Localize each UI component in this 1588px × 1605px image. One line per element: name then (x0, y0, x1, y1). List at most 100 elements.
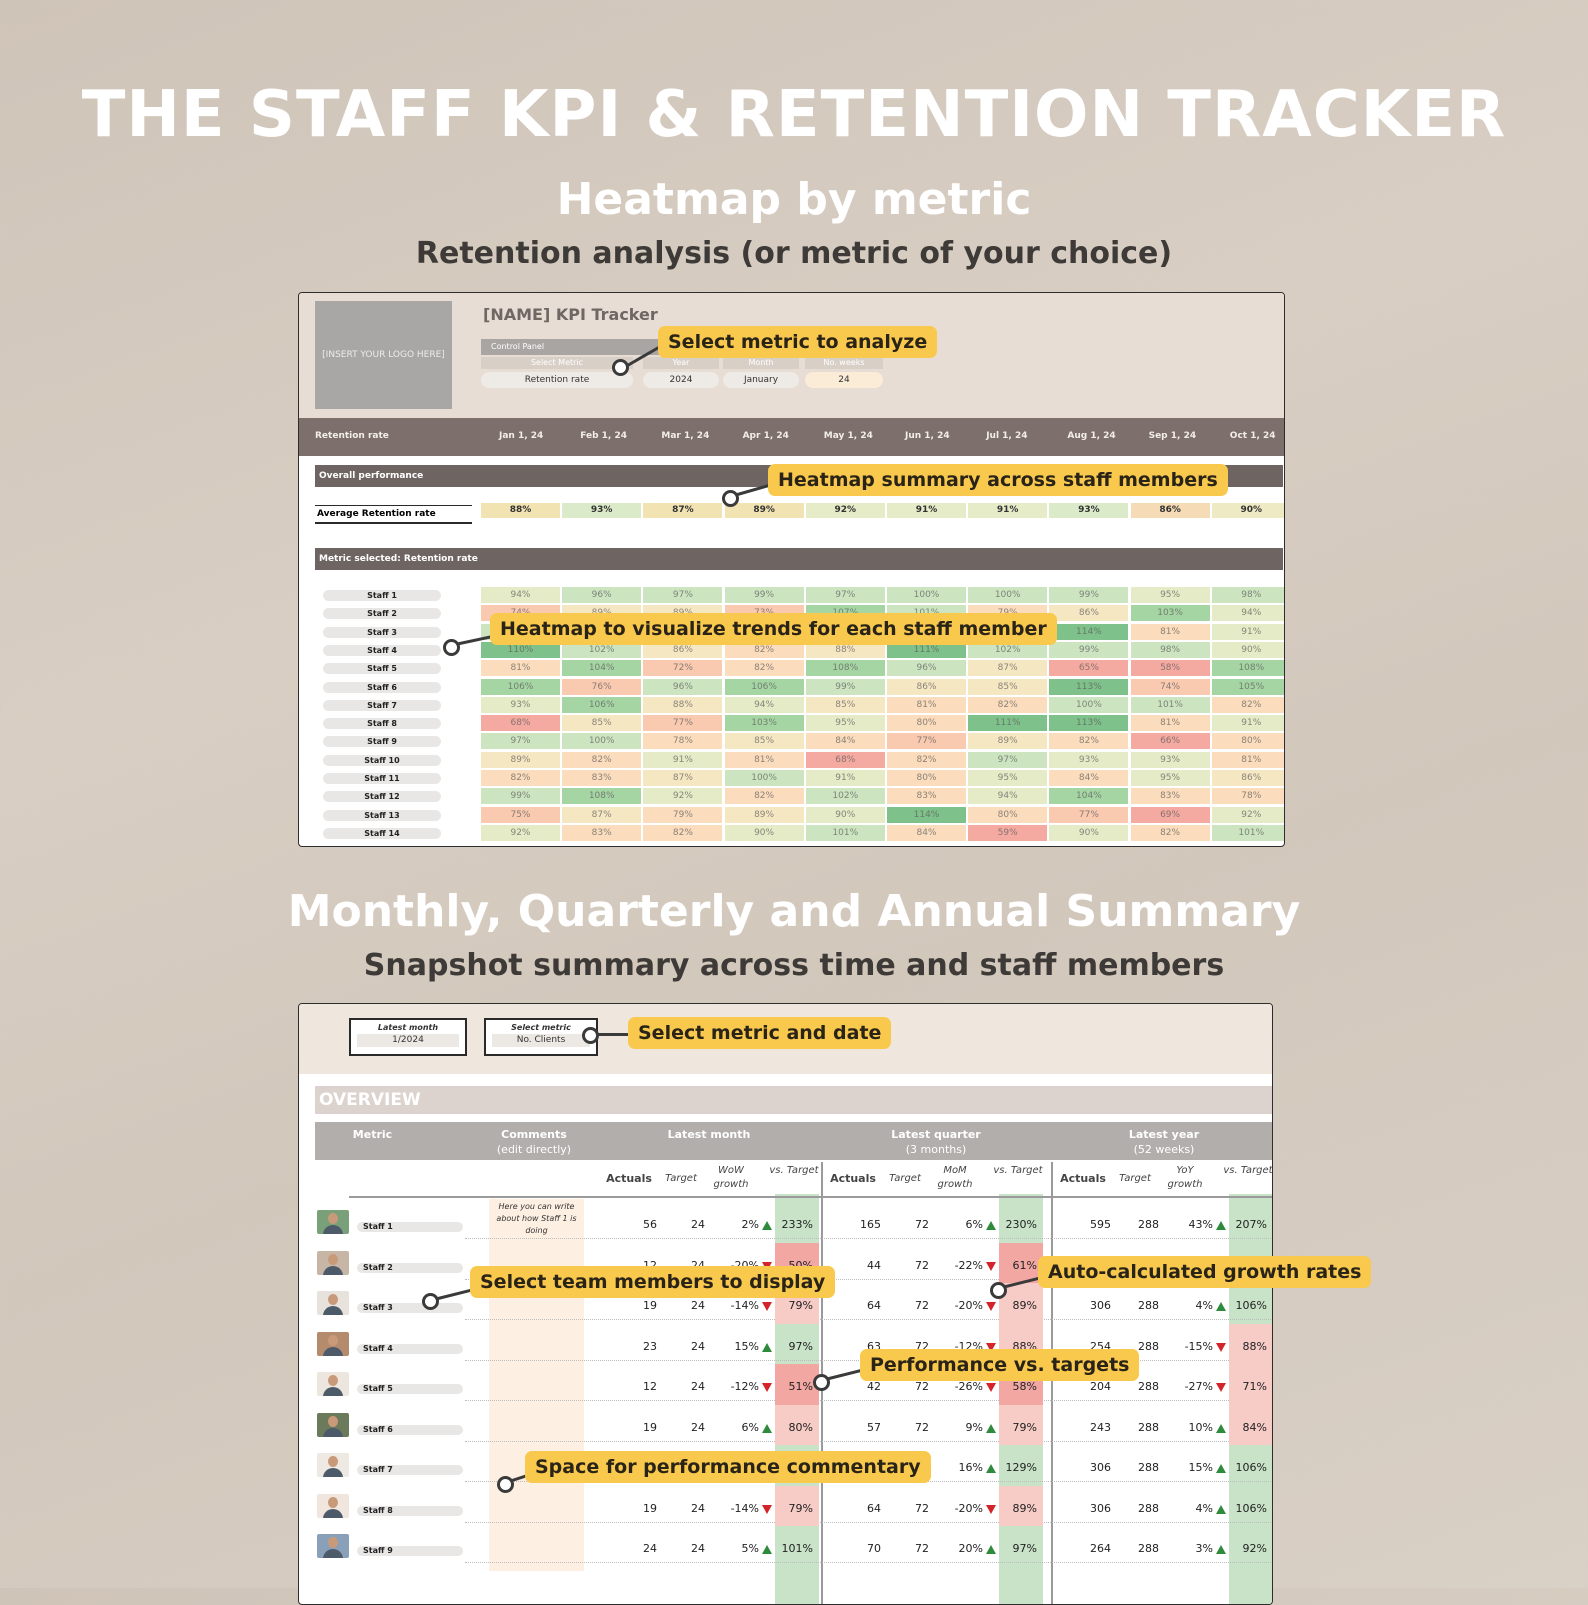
growth-value: 9% (965, 1420, 983, 1434)
staff-name[interactable]: Staff 2 (357, 1262, 463, 1273)
heatmap-cell: 77% (887, 733, 966, 750)
metric-selector[interactable]: Select metric No. Clients (484, 1018, 598, 1056)
metric-select[interactable]: Retention rate (481, 372, 633, 388)
heatmap-cell: 82% (481, 770, 560, 786)
average-cell: 90% (1211, 503, 1284, 518)
heatmap-cell: 81% (1130, 715, 1210, 732)
heatmap-cell: 91% (1211, 623, 1284, 640)
staff-name[interactable]: Staff 7 (357, 1465, 463, 1475)
staff-label[interactable]: Staff 11 (323, 773, 441, 784)
comments-column[interactable] (489, 1199, 584, 1571)
staff-name[interactable]: Staff 4 (357, 1343, 463, 1354)
metric-selected-band: Metric selected: Retention rate (315, 548, 1283, 570)
vs-target-value: 79% (788, 1501, 813, 1515)
target-value: 288 (1138, 1461, 1159, 1474)
latest-month-label: Latest month (377, 1023, 439, 1032)
heatmap-cell: 95% (1130, 587, 1210, 603)
page-title: THE STAFF KPI & RETENTION TRACKER (81, 78, 1507, 152)
growth-up-icon (762, 1423, 772, 1433)
staff-label[interactable]: Staff 5 (323, 663, 441, 675)
heatmap-cell: 92% (643, 788, 723, 805)
year-select[interactable]: 2024 (643, 372, 719, 388)
heatmap-cell: 95% (805, 715, 885, 732)
row-divider (465, 1319, 1272, 1320)
month-header: Sep 1, 24 (1148, 431, 1197, 441)
subheader: WoW growth (713, 1165, 749, 1190)
year-label: Year (643, 357, 719, 369)
avatar (317, 1412, 349, 1437)
staff-name[interactable]: Staff 6 (357, 1424, 463, 1435)
growth-down-icon (986, 1504, 996, 1514)
staff-label[interactable]: Staff 4 (323, 644, 441, 656)
month-select[interactable]: January (723, 372, 799, 388)
staff-label[interactable]: Staff 8 (323, 718, 441, 730)
heatmap-cell: 97% (968, 751, 1048, 768)
heatmap-cell: 79% (643, 806, 723, 823)
heatmap-cell: 83% (562, 824, 642, 841)
heatmap-cell: 87% (562, 806, 642, 823)
latest-month-value[interactable]: 1/2024 (357, 1034, 459, 1047)
month-header: Jul 1, 24 (986, 431, 1028, 441)
growth-value: 10% (1188, 1420, 1213, 1434)
latest-month-selector[interactable]: Latest month 1/2024 (349, 1018, 467, 1056)
subheader: vs. Target (993, 1165, 1043, 1176)
callout-commentary: Space for performance commentary (525, 1451, 931, 1483)
staff-label[interactable]: Staff 6 (323, 681, 441, 693)
header-latest-year: Latest year (1128, 1128, 1200, 1141)
average-cell: 91% (968, 503, 1048, 518)
average-cell: 87% (643, 503, 723, 518)
staff-label[interactable]: Staff 12 (323, 791, 441, 803)
subheader: MoM growth (937, 1165, 973, 1190)
actuals-value: 44 (867, 1258, 881, 1272)
heatmap-cell: 96% (562, 587, 642, 603)
header-comments: Comments (501, 1128, 567, 1141)
heatmap-cell: 84% (805, 733, 885, 750)
below-target-cell (999, 1404, 1043, 1445)
growth-value: -14% (730, 1501, 759, 1515)
growth-value: 6% (741, 1420, 759, 1434)
staff-name[interactable]: Staff 1 (357, 1222, 463, 1232)
average-cell: 92% (805, 503, 885, 518)
heatmap-cell: 77% (1049, 806, 1129, 823)
heatmap-cell: 100% (562, 733, 642, 750)
staff-label[interactable]: Staff 9 (323, 736, 441, 748)
heatmap-cell: 86% (643, 641, 723, 658)
avatar-body (323, 1265, 343, 1275)
below-target-cell (1229, 1364, 1272, 1405)
staff-label[interactable]: Staff 2 (323, 608, 441, 620)
callout-dot (813, 1374, 830, 1391)
weeks-input[interactable]: 24 (805, 372, 883, 388)
staff-label[interactable]: Staff 10 (323, 754, 441, 766)
vs-target-value: 97% (1012, 1542, 1037, 1555)
callout-heatmap-trends: Heatmap to visualize trends for each sta… (490, 613, 1057, 645)
staff-label[interactable]: Staff 1 (323, 590, 441, 601)
staff-label[interactable]: Staff 3 (323, 626, 441, 638)
vs-target-value: 88% (1242, 1339, 1267, 1353)
month-header: Oct 1, 24 (1229, 431, 1276, 441)
target-value: 24 (691, 1380, 705, 1393)
avatar-body (323, 1427, 343, 1437)
comment-text[interactable]: Here you can write about how Staff 1 is … (496, 1202, 577, 1235)
staff-label[interactable]: Staff 13 (323, 809, 441, 821)
avatar-body (323, 1306, 343, 1315)
below-target-cell (999, 1485, 1043, 1526)
callout-select-metric: Select metric to analyze (658, 326, 938, 358)
target-value: 72 (915, 1258, 929, 1272)
select-metric-value[interactable]: No. Clients (492, 1034, 590, 1047)
growth-value: 4% (1195, 1299, 1213, 1312)
staff-label[interactable]: Staff 14 (323, 827, 441, 839)
staff-label[interactable]: Staff 7 (323, 699, 441, 711)
callout-dot (443, 639, 460, 656)
heatmap-cell: 114% (887, 806, 966, 823)
staff-name[interactable]: Staff 3 (357, 1303, 463, 1313)
vs-target-value: 92% (1242, 1542, 1267, 1555)
staff-name[interactable]: Staff 8 (357, 1505, 463, 1516)
avatar-head (328, 1496, 338, 1508)
callout-select-metric-date: Select metric and date (628, 1017, 892, 1049)
heatmap-cell: 89% (724, 806, 804, 823)
staff-name[interactable]: Staff 5 (357, 1384, 463, 1394)
heatmap-cell: 74% (1130, 678, 1210, 695)
metric-bar-label: Retention rate (315, 431, 389, 441)
staff-name[interactable]: Staff 9 (357, 1546, 463, 1556)
heatmap-cell: 94% (724, 696, 804, 713)
